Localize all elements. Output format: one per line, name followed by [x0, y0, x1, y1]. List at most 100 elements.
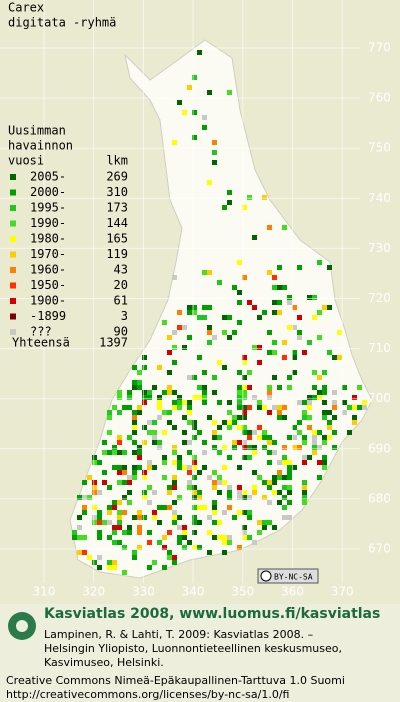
occurrence-square [227, 490, 232, 495]
occurrence-square [172, 330, 177, 335]
occurrence-square [267, 270, 272, 275]
occurrence-square [257, 520, 262, 525]
occurrence-square [237, 405, 242, 410]
occurrence-square [222, 535, 227, 540]
occurrence-square [197, 490, 202, 495]
occurrence-square [232, 515, 237, 520]
occurrence-square [82, 505, 87, 510]
occurrence-square [187, 465, 192, 470]
occurrence-square [262, 445, 267, 450]
legend-count: 269 [106, 170, 128, 184]
occurrence-square [282, 285, 287, 290]
occurrence-square [152, 435, 157, 440]
badge-icon [260, 570, 272, 582]
occurrence-square [192, 520, 197, 525]
occurrence-squares [72, 50, 367, 575]
occurrence-square [132, 425, 137, 430]
occurrence-square [242, 490, 247, 495]
occurrence-square [277, 265, 282, 270]
occurrence-square [167, 550, 172, 555]
occurrence-square [157, 395, 162, 400]
occurrence-square [207, 330, 212, 335]
occurrence-square [137, 445, 142, 450]
occurrence-square [197, 545, 202, 550]
occurrence-square [92, 480, 97, 485]
occurrence-square [242, 405, 247, 410]
grid-label-x: 330 [132, 585, 155, 599]
occurrence-square [147, 430, 152, 435]
occurrence-square [242, 535, 247, 540]
occurrence-square [297, 335, 302, 340]
occurrence-square [282, 445, 287, 450]
occurrence-square [292, 350, 297, 355]
occurrence-square [212, 435, 217, 440]
occurrence-square [317, 475, 322, 480]
occurrence-square [117, 540, 122, 545]
occurrence-square [332, 430, 337, 435]
occurrence-square [277, 410, 282, 415]
occurrence-square [182, 430, 187, 435]
occurrence-square [237, 440, 242, 445]
occurrence-square [117, 500, 122, 505]
legend-count: 43 [114, 263, 128, 277]
occurrence-square [172, 400, 177, 405]
occurrence-square [252, 470, 257, 475]
occurrence-square [322, 390, 327, 395]
occurrence-square [137, 530, 142, 535]
occurrence-square [172, 460, 177, 465]
occurrence-square [157, 400, 162, 405]
occurrence-square [97, 520, 102, 525]
occurrence-square [272, 375, 277, 380]
occurrence-square [267, 450, 272, 455]
occurrence-square [212, 140, 217, 145]
occurrence-square [297, 400, 302, 405]
occurrence-square [202, 115, 207, 120]
occurrence-square [282, 505, 287, 510]
occurrence-square [132, 420, 137, 425]
occurrence-square [267, 350, 272, 355]
occurrence-square [327, 350, 332, 355]
occurrence-square [237, 395, 242, 400]
occurrence-square [257, 360, 262, 365]
occurrence-square [92, 455, 97, 460]
occurrence-square [152, 515, 157, 520]
occurrence-square [132, 415, 137, 420]
occurrence-square [97, 530, 102, 535]
occurrence-square [342, 410, 347, 415]
occurrence-square [282, 515, 287, 520]
occurrence-square [282, 415, 287, 420]
occurrence-square [122, 405, 127, 410]
occurrence-square [192, 495, 197, 500]
occurrence-square [117, 515, 122, 520]
occurrence-square [237, 495, 242, 500]
occurrence-square [137, 380, 142, 385]
occurrence-square [147, 460, 152, 465]
occurrence-square [252, 430, 257, 435]
occurrence-square [357, 405, 362, 410]
occurrence-square [232, 415, 237, 420]
grid-label-x: 340 [182, 585, 205, 599]
occurrence-square [292, 445, 297, 450]
occurrence-square [162, 545, 167, 550]
occurrence-square [182, 345, 187, 350]
occurrence-square [247, 510, 252, 515]
grid-label-x: 320 [82, 585, 105, 599]
occurrence-square [162, 455, 167, 460]
occurrence-square [177, 310, 182, 315]
occurrence-square [127, 390, 132, 395]
occurrence-square [137, 405, 142, 410]
legend-swatch [10, 267, 16, 273]
legend-total-label: Yhteensä [12, 336, 70, 350]
occurrence-square [242, 355, 247, 360]
occurrence-square [352, 405, 357, 410]
legend-swatch [10, 282, 16, 289]
occurrence-square [132, 440, 137, 445]
occurrence-square [92, 505, 97, 510]
occurrence-square [242, 205, 247, 210]
footer-headline: Kasviatlas 2008, www.luomus.fi/kasviatla… [44, 606, 380, 622]
occurrence-square [227, 200, 232, 205]
occurrence-square [152, 490, 157, 495]
occurrence-square [267, 485, 272, 490]
occurrence-square [287, 295, 292, 300]
occurrence-square [177, 540, 182, 545]
